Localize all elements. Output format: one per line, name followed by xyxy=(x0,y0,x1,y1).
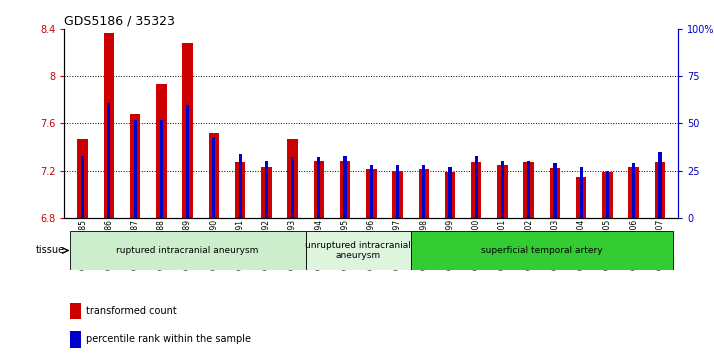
Text: percentile rank within the sample: percentile rank within the sample xyxy=(86,334,251,344)
Bar xyxy=(471,162,481,218)
Bar xyxy=(445,172,456,218)
Bar xyxy=(366,170,376,218)
Bar xyxy=(71,302,81,319)
Bar xyxy=(497,165,508,218)
Bar xyxy=(77,139,88,218)
Bar xyxy=(186,105,189,218)
Text: tissue: tissue xyxy=(36,245,65,256)
Bar xyxy=(602,172,613,218)
Bar xyxy=(156,85,166,218)
Bar xyxy=(501,161,504,218)
Bar xyxy=(81,155,84,218)
Bar xyxy=(265,161,268,218)
Bar xyxy=(107,103,111,218)
Bar xyxy=(104,33,114,218)
Bar xyxy=(396,165,399,218)
Bar xyxy=(411,231,673,270)
Bar xyxy=(71,331,81,348)
Text: ruptured intracranial aneurysm: ruptured intracranial aneurysm xyxy=(116,246,258,255)
Bar xyxy=(238,154,241,218)
Bar xyxy=(134,120,136,218)
Bar xyxy=(208,133,219,218)
Bar xyxy=(628,167,639,218)
Bar xyxy=(632,163,635,218)
Bar xyxy=(523,162,534,218)
Bar xyxy=(576,176,586,218)
Bar xyxy=(392,171,403,218)
Text: superficial temporal artery: superficial temporal artery xyxy=(481,246,603,255)
Bar xyxy=(313,161,324,218)
Bar xyxy=(658,152,661,218)
Bar xyxy=(606,171,609,218)
Bar xyxy=(475,155,478,218)
Text: unruptured intracranial
aneurysm: unruptured intracranial aneurysm xyxy=(305,241,411,260)
Bar xyxy=(317,158,321,218)
Bar xyxy=(182,43,193,218)
Bar xyxy=(235,162,246,218)
Text: transformed count: transformed count xyxy=(86,306,177,316)
Bar xyxy=(418,170,429,218)
Bar xyxy=(291,158,294,218)
Bar xyxy=(130,114,141,218)
Text: GDS5186 / 35323: GDS5186 / 35323 xyxy=(64,15,175,28)
Bar xyxy=(212,136,216,218)
Bar xyxy=(370,165,373,218)
Bar xyxy=(448,167,451,218)
Bar xyxy=(261,167,271,218)
Bar xyxy=(527,161,531,218)
Bar xyxy=(340,161,351,218)
Bar xyxy=(422,165,426,218)
Bar xyxy=(69,231,306,270)
Bar xyxy=(287,139,298,218)
Bar xyxy=(343,155,346,218)
Bar xyxy=(550,168,560,218)
Bar xyxy=(306,231,411,270)
Bar xyxy=(160,120,163,218)
Bar xyxy=(655,162,665,218)
Bar xyxy=(553,163,556,218)
Bar xyxy=(580,167,583,218)
